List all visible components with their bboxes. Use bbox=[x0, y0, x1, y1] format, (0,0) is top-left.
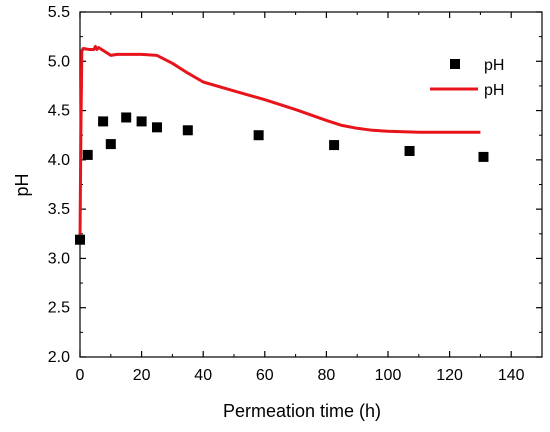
y-tick-label: 2.5 bbox=[48, 300, 70, 317]
legend-label: pH bbox=[484, 82, 504, 99]
legend-marker-square bbox=[450, 59, 460, 69]
x-tick-label: 120 bbox=[436, 367, 463, 384]
y-tick-label: 3.0 bbox=[48, 250, 70, 267]
y-axis-title: pH bbox=[12, 173, 32, 196]
data-point bbox=[105, 139, 116, 150]
x-tick-label: 100 bbox=[375, 367, 402, 384]
y-tick-label: 3.5 bbox=[48, 201, 70, 218]
data-point bbox=[404, 145, 415, 156]
data-point bbox=[82, 149, 93, 160]
x-tick-label: 60 bbox=[256, 367, 274, 384]
data-point bbox=[98, 116, 109, 127]
data-point bbox=[329, 140, 340, 151]
marks-layer bbox=[75, 45, 489, 245]
y-tick-label: 4.0 bbox=[48, 152, 70, 169]
data-point bbox=[182, 125, 193, 136]
legend: pH pH bbox=[430, 57, 504, 99]
x-tick-label: 80 bbox=[318, 367, 336, 384]
data-point bbox=[152, 122, 162, 133]
x-tick-label: 0 bbox=[76, 367, 85, 384]
ticks-layer: 0 20 40 60 80 100 120 140 2.0 2.5 3.0 3.5 4.0 4.5 5.0 5… bbox=[48, 4, 542, 384]
data-point bbox=[253, 130, 264, 141]
plot-frame bbox=[79, 11, 543, 358]
x-axis-title: Permeation time (h) bbox=[223, 401, 381, 421]
data-point bbox=[478, 151, 489, 162]
y-tick-label: 5.5 bbox=[48, 4, 70, 21]
y-tick-label: 4.5 bbox=[48, 103, 70, 120]
data-point bbox=[75, 234, 85, 245]
y-tick-label: 5.0 bbox=[48, 53, 70, 70]
data-point bbox=[121, 112, 132, 123]
series-line bbox=[78, 45, 481, 240]
legend-label: pH bbox=[484, 57, 504, 74]
x-tick-label: 40 bbox=[194, 367, 212, 384]
data-point bbox=[136, 116, 147, 127]
x-tick-label: 20 bbox=[133, 367, 151, 384]
x-tick-label: 140 bbox=[498, 367, 525, 384]
y-tick-label: 2.0 bbox=[48, 349, 70, 366]
